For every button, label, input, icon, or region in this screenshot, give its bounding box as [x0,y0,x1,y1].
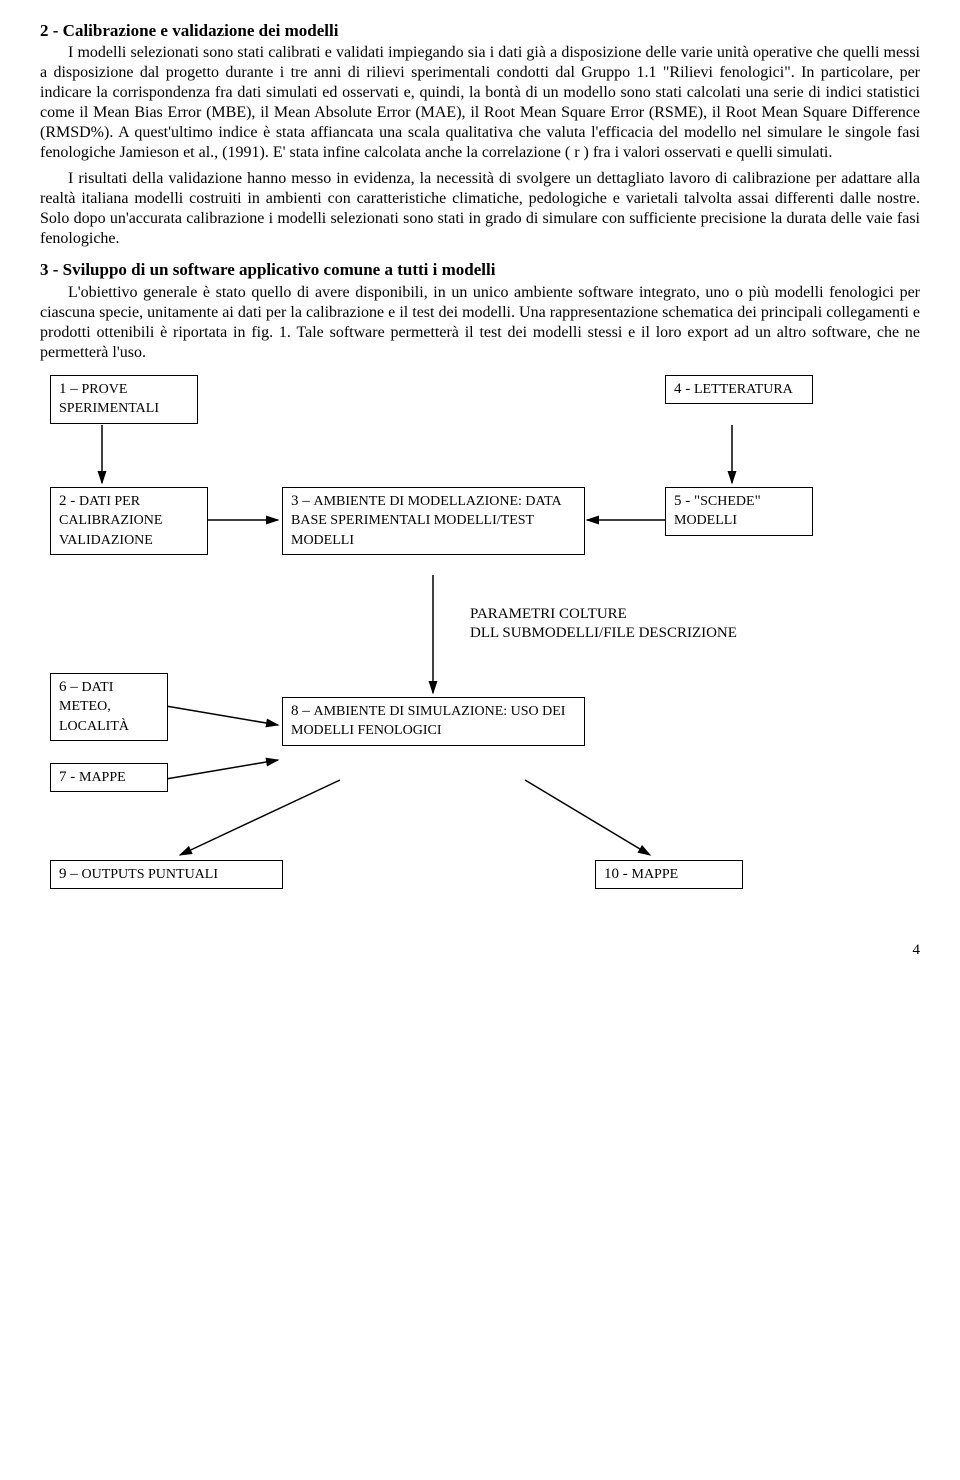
box-9-text: 9 – OUTPUTS PUNTUALI [59,866,218,882]
flow-diagram: 1 – PROVE SPERIMENTALI 4 - LETTERATURA 2… [40,375,860,935]
box-3-text: 3 – AMBIENTE DI MODELLAZIONE: DATA BASE … [291,493,561,548]
diagram-arrows [40,375,860,935]
box-2-text: 2 - DATI PER CALIBRAZIONE VALIDAZIONE [59,493,162,548]
box-3-ambiente-mod: 3 – AMBIENTE DI MODELLAZIONE: DATA BASE … [282,487,585,556]
section2-title: 2 - Calibrazione e validazione dei model… [40,20,920,41]
section3-p1: L'obiettivo generale è stato quello di a… [40,283,920,363]
section3-title: 3 - Sviluppo di un software applicativo … [40,259,920,280]
box-6-meteo: 6 – DATI METEO, LOCALITÀ [50,673,168,742]
box-8-ambiente-sim: 8 – AMBIENTE DI SIMULAZIONE: USO DEI MOD… [282,697,585,746]
box-10-text: 10 - MAPPE [604,866,678,882]
box-1-prove: 1 – PROVE SPERIMENTALI [50,375,198,424]
box-8-text: 8 – AMBIENTE DI SIMULAZIONE: USO DEI MOD… [291,703,565,739]
box-5-text: 5 - "SCHEDE" MODELLI [674,493,761,529]
box-7-text: 7 - MAPPE [59,769,126,785]
box-10-mappe: 10 - MAPPE [595,860,743,890]
box-9-outputs: 9 – OUTPUTS PUNTUALI [50,860,283,890]
box-6-text: 6 – DATI METEO, LOCALITÀ [59,679,129,734]
box-2-dati: 2 - DATI PER CALIBRAZIONE VALIDAZIONE [50,487,208,556]
box-7-mappe: 7 - MAPPE [50,763,168,793]
box-4-letteratura: 4 - LETTERATURA [665,375,813,405]
box-1-text: 1 – PROVE SPERIMENTALI [59,381,159,417]
section2-p1: I modelli selezionati sono stati calibra… [40,43,920,163]
box-4-text: 4 - LETTERATURA [674,381,793,397]
section2-p2: I risultati della validazione hanno mess… [40,169,920,249]
page-number: 4 [40,941,920,960]
label-parametri: PARAMETRI COLTURE DLL SUBMODELLI/FILE DE… [470,605,737,644]
box-5-schede: 5 - "SCHEDE" MODELLI [665,487,813,536]
